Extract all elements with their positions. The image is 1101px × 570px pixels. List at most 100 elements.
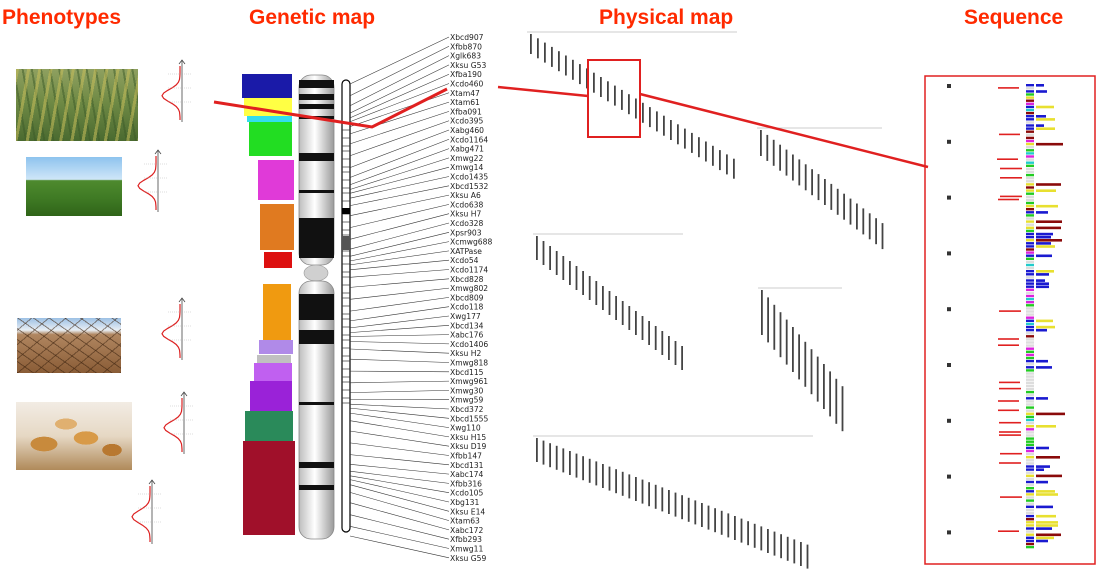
bac-clone [628, 94, 630, 115]
bac-clone [635, 477, 637, 501]
bac-clone [727, 513, 730, 538]
bac-clone [549, 246, 551, 270]
physical-map-heading: Physical map [599, 6, 734, 29]
marker-label: Xbcd134 [450, 321, 484, 330]
marker-label: Xcdo1406 [450, 340, 488, 349]
bac-clone [549, 443, 551, 468]
bac-clone [628, 306, 631, 330]
marker-label: Xpsr903 [450, 228, 482, 237]
marker-connector [349, 502, 450, 531]
bac-clone [681, 495, 683, 520]
chromosome-long-arm [298, 280, 335, 540]
marker-label: Xcdo395 [450, 117, 484, 126]
marker-connector [349, 370, 450, 373]
bac-clone [654, 484, 657, 509]
marker-label: Xmwg818 [450, 359, 488, 368]
marker-connector [349, 390, 450, 393]
cracked-earth-photo [17, 318, 121, 373]
marker-label: Xcdo638 [450, 200, 484, 209]
marker-connector [349, 492, 450, 521]
bac-clone [804, 164, 807, 191]
marker-label: Xbcd907 [450, 33, 484, 42]
physical-map-contigs [527, 31, 884, 569]
marker-connector [349, 269, 450, 278]
marker-label: Xmwg802 [450, 284, 488, 293]
phenotype-distribution-plots [131, 59, 194, 544]
marker-label: Xksu H2 [450, 349, 481, 358]
marker-connector [349, 120, 450, 157]
bac-clone [798, 334, 800, 380]
chromosome-band-5 [299, 153, 334, 161]
marker-label: Xmwg22 [450, 154, 483, 163]
marker-connector [349, 101, 450, 135]
bac-clone [841, 386, 844, 432]
bac-clone [792, 327, 794, 372]
bac-clone [621, 89, 623, 110]
distribution-plot-5 [131, 479, 162, 544]
bac-clone [536, 236, 538, 260]
marker-connector [349, 334, 450, 337]
marker-connector [349, 535, 450, 559]
bac-clone [588, 458, 591, 483]
marker-label: Xksu H15 [450, 433, 486, 442]
bac-clone [569, 451, 571, 475]
marker-connector [349, 194, 450, 216]
linkage-map-ticks [342, 129, 350, 404]
marker-label: Xcdo328 [450, 219, 484, 228]
bac-clone [780, 534, 782, 559]
bac-clone [726, 154, 728, 175]
marker-connector [349, 297, 450, 312]
bac-clone [824, 179, 826, 205]
bin-block-9 [259, 340, 293, 354]
bin-block-4 [249, 122, 292, 156]
bac-clone [811, 169, 813, 196]
marker-label: Xcdo105 [450, 489, 484, 498]
marker-connector [349, 55, 450, 107]
bac-clone [572, 59, 574, 80]
bac-clone [792, 154, 794, 181]
marker-label: Xglk683 [450, 52, 481, 61]
marker-connector [349, 92, 450, 127]
bac-clone [798, 159, 801, 186]
bac-clone [562, 448, 565, 473]
bac-clone [779, 144, 781, 171]
marker-label: Xwg177 [450, 312, 481, 321]
marker-label: Xcdo54 [450, 256, 479, 265]
bac-clone [761, 290, 763, 335]
marker-connector [349, 412, 450, 428]
marker-label: Xcdo1164 [450, 135, 488, 144]
bac-clone [705, 141, 707, 162]
bin-block-6 [260, 204, 294, 250]
marker-label: Xcdo460 [450, 80, 484, 89]
phenotypes-heading: Phenotypes [2, 6, 122, 29]
bac-clone [714, 508, 716, 533]
marker-label: Xtam63 [450, 517, 480, 526]
bac-clone [588, 276, 591, 300]
marker-connector [349, 83, 450, 122]
bac-clone [734, 516, 736, 540]
bac-clone [555, 251, 558, 275]
marker-label: Xabc174 [450, 470, 484, 479]
marker-connector [349, 139, 450, 178]
bac-clone [772, 139, 775, 166]
bac-clone [602, 286, 604, 310]
marker-connector [349, 278, 450, 288]
bac-clone [760, 526, 763, 551]
bac-clone [642, 102, 644, 123]
contig-1 [527, 31, 737, 179]
distribution-plot-2 [137, 149, 168, 212]
bread-loaves-photo [16, 402, 132, 470]
marker-label: Xfba091 [450, 107, 482, 116]
marker-connector [349, 36, 450, 85]
bac-clone [582, 271, 584, 295]
bac-clone [656, 111, 658, 132]
bac-clone [684, 128, 686, 149]
marker-to-contig-link [497, 85, 589, 98]
bac-clone [701, 503, 703, 527]
marker-connector [349, 157, 450, 190]
marker-connector [349, 64, 450, 114]
bac-clone [691, 132, 693, 153]
marker-connector [349, 129, 450, 168]
wheat-ears-photo [16, 69, 138, 141]
